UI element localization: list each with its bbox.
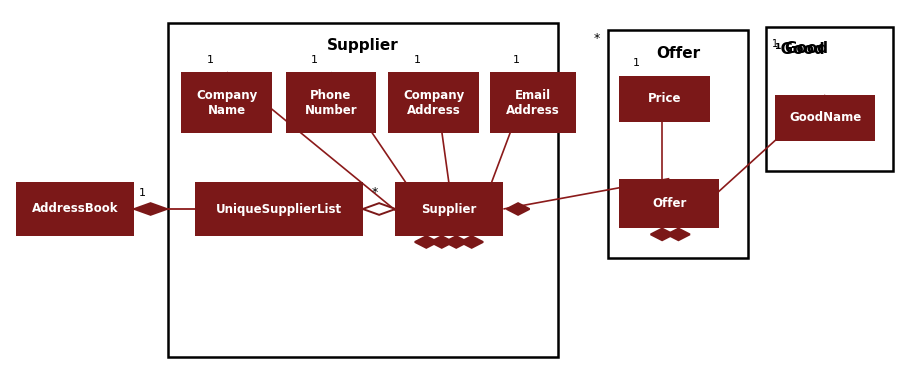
FancyBboxPatch shape [16,182,134,236]
Text: 1: 1 [207,55,214,65]
Text: Good: Good [785,41,829,56]
Text: GoodName: GoodName [789,111,862,124]
FancyBboxPatch shape [195,182,363,236]
Text: 1: 1 [139,188,146,198]
Text: 1: 1 [311,55,318,65]
Text: 1: 1 [512,55,520,65]
Text: Phone
Number: Phone Number [305,89,357,117]
Text: Offer: Offer [656,46,700,60]
FancyBboxPatch shape [619,179,719,228]
FancyBboxPatch shape [181,72,272,133]
Text: Company
Address: Company Address [403,89,464,117]
Text: 1: 1 [414,55,421,65]
FancyBboxPatch shape [395,182,503,236]
Polygon shape [430,236,454,248]
FancyBboxPatch shape [490,72,576,133]
Polygon shape [363,203,395,215]
Text: Supplier: Supplier [421,203,477,215]
FancyBboxPatch shape [168,23,558,357]
Polygon shape [507,203,530,215]
FancyBboxPatch shape [286,72,376,133]
FancyBboxPatch shape [388,72,479,133]
Text: ¹Good: ¹Good [774,42,824,57]
Text: 1: 1 [772,39,778,49]
Text: 1: 1 [633,59,640,68]
FancyBboxPatch shape [619,76,710,122]
Polygon shape [460,236,483,248]
Polygon shape [444,236,468,248]
Text: *: * [594,32,600,45]
Polygon shape [650,228,674,240]
Text: AddressBook: AddressBook [32,203,119,215]
Polygon shape [414,236,438,248]
Text: Company
Name: Company Name [196,89,258,117]
FancyBboxPatch shape [766,27,893,171]
Text: Supplier: Supplier [327,38,399,53]
FancyBboxPatch shape [775,95,875,141]
Text: Offer: Offer [652,197,687,210]
Text: Price: Price [649,92,681,105]
Polygon shape [134,203,167,215]
FancyBboxPatch shape [608,30,748,258]
Polygon shape [667,228,690,240]
Text: Email
Address: Email Address [506,89,560,117]
Text: UniqueSupplierList: UniqueSupplierList [216,203,342,215]
Text: *: * [372,186,378,199]
